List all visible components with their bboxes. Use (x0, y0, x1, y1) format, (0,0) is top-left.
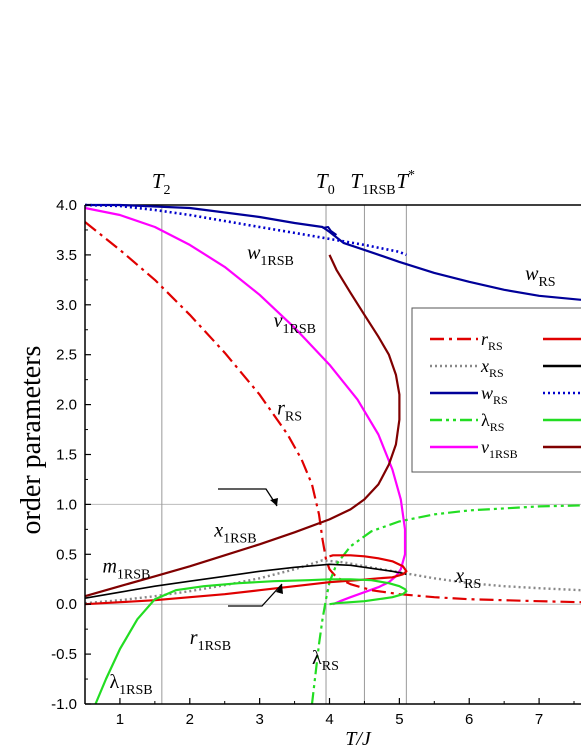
legend-label-2: wRS (481, 383, 508, 407)
y-tick-label: 1.0 (56, 496, 77, 513)
vline-label-T_1RSB: T1RSB (350, 169, 395, 198)
annotation-v_1RSB: v1RSB (274, 310, 316, 337)
annotation-w_1RSB: w1RSB (247, 242, 294, 269)
series-lambda_1RSB (94, 578, 408, 705)
legend-box (411, 307, 581, 473)
annotation-x_1RSB: x1RSB (213, 519, 256, 546)
legend-label-4: v1RSB (481, 437, 518, 461)
y-tick-label: 2.5 (56, 347, 77, 364)
legend-label-0: rRS (481, 329, 503, 353)
x-tick-label: 5 (395, 711, 403, 728)
r-1rsb-arrowhead (276, 584, 283, 594)
x-1rsb-arrowhead (270, 498, 278, 506)
x-tick-label: 7 (535, 711, 543, 728)
y-tick-label: 4.0 (56, 197, 77, 214)
vline-label-T_2: T2 (152, 169, 171, 198)
r-1rsb-leader (228, 583, 283, 607)
series-r_1RSB (84, 554, 408, 606)
series-layer (84, 203, 581, 705)
annotation-r_RS: rRS (277, 398, 302, 425)
transition-lines: T2 T0 T1RSB T* (152, 168, 415, 704)
vline-label-T_0: T0 (316, 169, 335, 198)
x-tick-label: 2 (186, 711, 194, 728)
series-lambda_RS (310, 504, 581, 705)
legend-label-3: λRS (481, 410, 504, 434)
annotation-w_RS: wRS (525, 263, 555, 290)
annotation-r_1RSB: r1RSB (190, 627, 231, 654)
y-tick-label: 1.5 (56, 447, 77, 464)
y-tick-label: 0.0 (56, 596, 77, 613)
x-1rsb-leader (218, 488, 278, 507)
tick-labels: -1.0 -0.5 0.0 0.5 1.0 1.5 2.0 2.5 3.0 3.5 4.0 1 2 3 4 5… (51, 197, 543, 728)
series-w_RS_hump (322, 226, 338, 236)
series-w_RS (85, 203, 581, 301)
annotations: w1RSB wRS v1RSB rRS x1RSB m1RSB xRS r1RSB λRS λ1R… (102, 242, 555, 698)
axes (84, 204, 581, 705)
x-tick-label: 6 (465, 711, 473, 728)
series-v_1RSB (84, 206, 407, 606)
x-tick-label: 4 (325, 711, 333, 728)
series-x_1RSB (84, 563, 407, 599)
annotation-x_RS: xRS (454, 565, 481, 592)
x-tick-label: 3 (255, 711, 263, 728)
annotation-lambda_RS: λRS (312, 647, 339, 674)
annotation-m_1RSB: m1RSB (102, 555, 150, 582)
series-m_1RSB (84, 254, 401, 598)
vline-label-T_star: T* (396, 168, 415, 193)
y-tick-label: 3.5 (56, 247, 77, 264)
y-tick-label: 3.0 (56, 297, 77, 314)
y-tick-label: 2.0 (56, 397, 77, 414)
series-r_RS (84, 221, 581, 604)
x-tick-label: 1 (116, 711, 124, 728)
y-axis-label: order parameters (16, 346, 47, 535)
y-tick-label: -0.5 (51, 646, 77, 663)
series-w_1RSB_dotted (84, 203, 407, 257)
legend-label-1: xRS (480, 356, 504, 380)
x-axis-label: T/J (345, 728, 372, 750)
legend: rRS xRS wRS λRS v1RSB (411, 307, 581, 473)
annotation-lambda_1RSB: λ1RSB (109, 671, 152, 698)
y-tick-label: -1.0 (51, 696, 77, 713)
y-tick-label: 0.5 (56, 546, 77, 563)
